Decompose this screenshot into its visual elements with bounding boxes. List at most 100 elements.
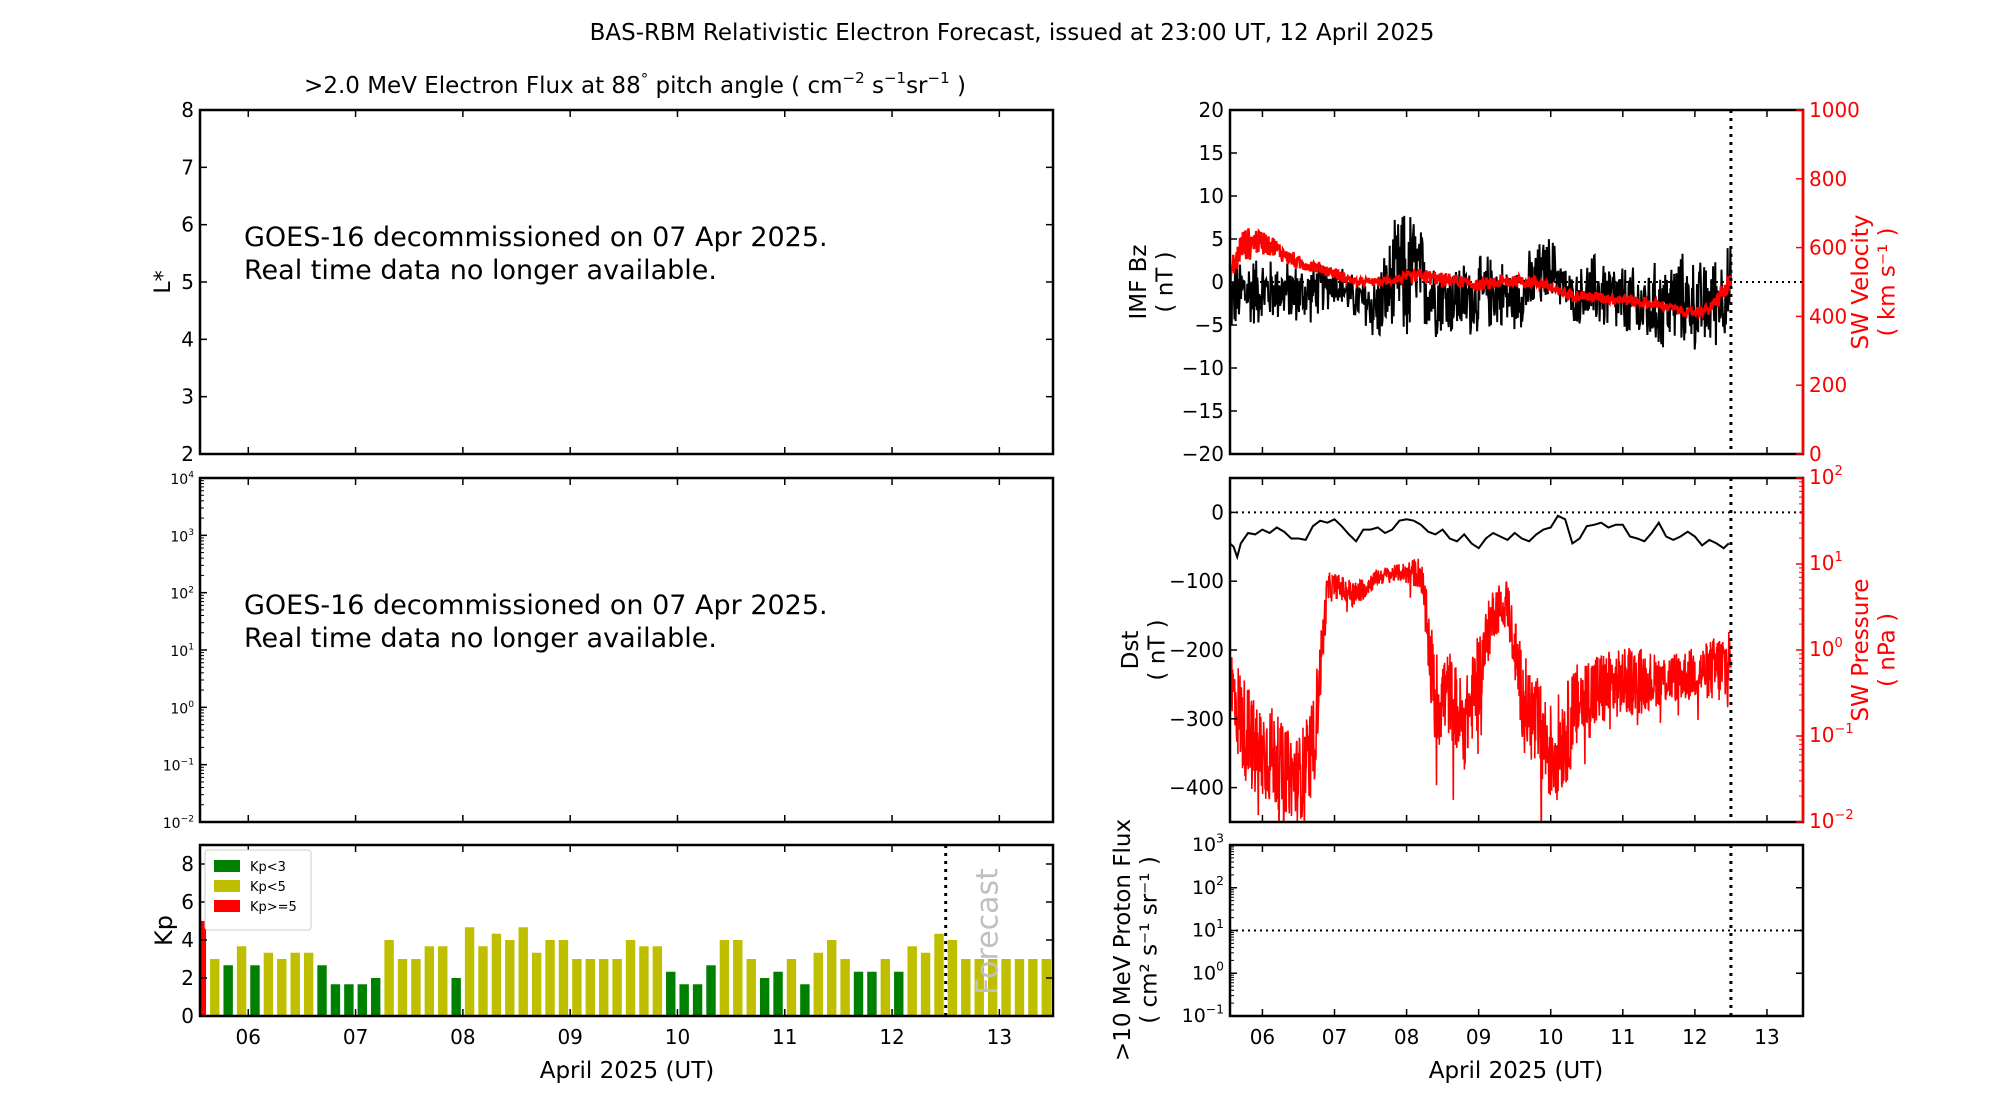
kp-bar [236, 946, 247, 1016]
y-tick-label: 1000 [1809, 98, 1860, 122]
axes-frame [198, 843, 1055, 1018]
kp-bar [706, 965, 716, 1016]
kp-bar [987, 959, 998, 1016]
dst-plot-area [1230, 511, 1803, 822]
y-tick-label: 10−1 [163, 757, 194, 774]
y-tick-label: 200 [1809, 373, 1847, 397]
kp-bar [438, 946, 448, 1016]
y-tick-label: 3 [181, 385, 194, 409]
y-tick-label: 0 [181, 1004, 194, 1028]
x-tick-label: 13 [1754, 1025, 1779, 1049]
legend-swatch [214, 880, 240, 892]
kp-bar [317, 965, 327, 1016]
y-tick-label: 0 [1211, 270, 1224, 294]
kp-bar [1001, 959, 1011, 1016]
y-tick-label: −400 [1169, 776, 1224, 800]
no-data-message: Real time data no longer available. [244, 255, 717, 286]
kp-bar [679, 984, 689, 1016]
electron-flux-title: >2.0 MeV Electron Flux at 88° pitch angl… [304, 69, 966, 99]
legend-swatch [214, 900, 240, 912]
y-tick-label: 20 [1199, 98, 1224, 122]
y-tick-label: −200 [1169, 638, 1224, 662]
kp-bar [652, 946, 663, 1016]
kp-bar [411, 959, 421, 1016]
y-tick-label: −10 [1182, 356, 1224, 380]
y-tick-label: 4 [181, 327, 194, 351]
kp-bar [545, 940, 555, 1016]
legend-label: Kp<5 [250, 880, 286, 895]
kp-bar [531, 952, 542, 1016]
kp-bar [625, 940, 636, 1016]
y-axis-label-right: SW Pressure( nPa ) [1848, 579, 1900, 722]
y-tick-label: 15 [1199, 141, 1224, 165]
y-tick-label: 8 [181, 852, 194, 876]
x-tick-label: 13 [987, 1025, 1012, 1049]
kp-bar [210, 959, 220, 1016]
y-axis-label-right: SW Velocity( km s⁻¹ ) [1848, 215, 1900, 350]
y-tick-label: 100 [1192, 960, 1224, 985]
kp-bar [518, 927, 528, 1016]
kp-bar [200, 921, 207, 1016]
x-tick-label: 08 [450, 1025, 475, 1049]
forecast-annotation: Forecast [971, 868, 1006, 995]
y-tick-label: 8 [181, 98, 194, 122]
y-tick-label: 2 [181, 442, 194, 466]
imf-bz-sw-velocity-panel: −20−15−10−50510152002004006008001000IMF … [1126, 98, 1900, 466]
y-tick-label: 5 [1211, 227, 1224, 251]
x-tick-label: 09 [557, 1025, 582, 1049]
y-tick-label: 0 [1211, 500, 1224, 524]
y-tick-label: 10−2 [163, 815, 194, 832]
y-axis-label: Kp [150, 915, 178, 946]
y-tick-label: 0 [1809, 442, 1822, 466]
y-tick-label: 101 [1809, 550, 1843, 575]
kp-bar [558, 940, 569, 1016]
kp-bar [1014, 959, 1025, 1016]
y-tick-label: 10−1 [1182, 1002, 1224, 1027]
y-tick-label: −15 [1182, 399, 1224, 423]
y-tick-label: 100 [1809, 636, 1843, 661]
kp-bar [759, 978, 770, 1016]
y-tick-label: 800 [1809, 167, 1847, 191]
legend-label: Kp>=5 [250, 900, 297, 915]
y-tick-label: −20 [1182, 442, 1224, 466]
kp-bar [464, 927, 475, 1016]
kp-bar [666, 971, 676, 1016]
electron-flux-log-panel: 10−2 10−1 100 101 102 103 104 GOES-16 decommiss… [163, 471, 1055, 832]
kp-bar [907, 946, 917, 1016]
kp-bar [397, 959, 408, 1016]
x-tick-label: 12 [879, 1025, 904, 1049]
y-tick-label: 102 [1809, 464, 1843, 489]
figure-title: BAS-RBM Relativistic Electron Forecast, … [590, 20, 1435, 46]
y-tick-label: 100 [170, 700, 194, 717]
y-tick-label: 2 [181, 966, 194, 990]
x-tick-label: 10 [1538, 1025, 1563, 1049]
kp-bar [800, 984, 810, 1016]
kp-bar [303, 952, 314, 1016]
kp-bar [478, 946, 488, 1016]
y-axis-label-left: IMF Bz( nT ) [1126, 244, 1178, 319]
sw-velocity-series [1228, 227, 1733, 321]
y-tick-label: 7 [181, 155, 194, 179]
kp-bar [746, 959, 756, 1016]
kp-bar [572, 959, 582, 1016]
kp-bar [826, 940, 837, 1016]
kp-bar [250, 965, 260, 1016]
kp-bar [947, 940, 958, 1016]
dst-series [1230, 514, 1730, 561]
sw-pressure-series [1230, 558, 1732, 822]
kp-bar [853, 971, 864, 1016]
x-tick-label: 07 [1322, 1025, 1347, 1049]
kp-bar [598, 959, 609, 1016]
kp-bar [974, 959, 984, 1016]
y-tick-label: 104 [170, 471, 194, 488]
y-tick-label: 103 [1192, 831, 1224, 856]
x-tick-label: 08 [1394, 1025, 1419, 1049]
kp-bar [1041, 959, 1051, 1016]
y-tick-label: −100 [1169, 569, 1224, 593]
kp-bar [867, 971, 877, 1016]
kp-bar [612, 959, 622, 1016]
no-data-message: GOES-16 decommissioned on 07 Apr 2025. [244, 222, 828, 253]
y-axis-label-left: Dst( nT ) [1118, 619, 1170, 680]
kp-bar [692, 984, 703, 1016]
